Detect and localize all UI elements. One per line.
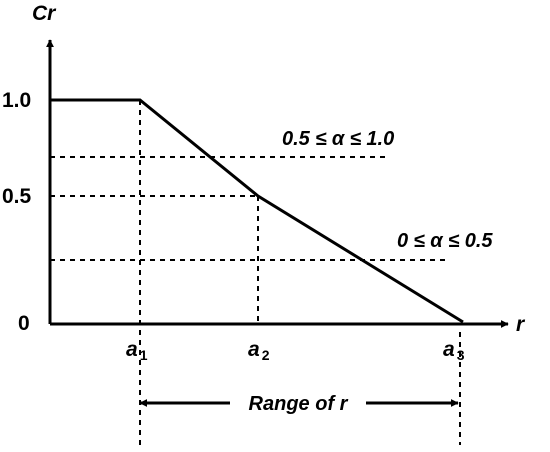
reference-label-upper: 0.5 ≤ α ≤ 1.0 — [282, 128, 394, 150]
membership-curve — [50, 98, 464, 324]
y-tick-label-1: 1.0 — [2, 89, 31, 112]
range-label: Range of r — [249, 393, 349, 415]
y-axis-title: Cr — [32, 2, 57, 25]
reference-label-lower: 0 ≤ α ≤ 0.5 — [397, 230, 493, 252]
x-tick-label-a3: a3 — [443, 338, 465, 363]
y-tick-label-2: 0.5 — [2, 185, 32, 208]
y-tick-label-3: 0 — [18, 312, 30, 335]
x-axis-title: r — [516, 313, 526, 336]
